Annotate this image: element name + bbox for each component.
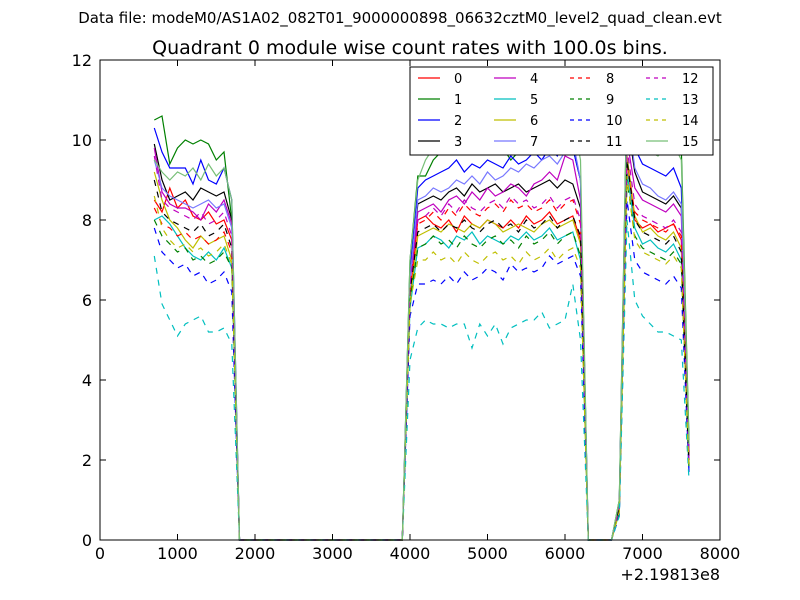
y-tick-label: 10 [72, 131, 92, 150]
chart-title: Quadrant 0 module wise count rates with … [152, 37, 668, 59]
x-tick-label: 1000 [157, 544, 198, 563]
x-tick-label: 0 [95, 544, 105, 563]
y-tick-label: 0 [82, 531, 92, 550]
legend-label-14: 14 [682, 114, 699, 129]
legend-label-12: 12 [682, 72, 699, 87]
x-tick-label: 4000 [390, 544, 431, 563]
plot-frame [99, 59, 721, 541]
legend-label-1: 1 [454, 93, 462, 108]
y-tick-label: 8 [82, 211, 92, 230]
legend-label-4: 4 [530, 72, 538, 87]
legend-label-6: 6 [530, 114, 538, 129]
y-tick-label: 4 [82, 371, 92, 390]
y-tick-label: 12 [72, 51, 92, 70]
series-line-14 [153, 175, 690, 541]
legend-label-10: 10 [606, 114, 623, 129]
x-tick-label: 5000 [467, 544, 508, 563]
x-tick-label: 3000 [312, 544, 353, 563]
series-line-13 [153, 219, 690, 541]
x-tick-label: 6000 [545, 544, 586, 563]
legend-label-3: 3 [454, 135, 462, 150]
legend-label-7: 7 [530, 135, 538, 150]
legend-label-0: 0 [454, 72, 462, 87]
x-offset-label: +2.19813e8 [620, 565, 720, 584]
legend-label-13: 13 [682, 93, 699, 108]
x-tick-label: 8000 [700, 544, 741, 563]
tick-layer: 0 1000 2000 3000 4000 5000 6000 7000 80000246810… [72, 51, 741, 563]
legend-label-8: 8 [606, 72, 614, 87]
series-line-15 [153, 91, 690, 541]
y-tick-label: 6 [82, 291, 92, 310]
legend-label-11: 11 [606, 135, 623, 150]
y-tick-label: 2 [82, 451, 92, 470]
suptitle: Data file: modeM0/AS1A02_082T01_90000008… [78, 9, 722, 28]
series-line-11 [153, 159, 690, 541]
legend-label-9: 9 [606, 93, 614, 108]
series-layer [153, 83, 690, 541]
x-tick-label: 2000 [235, 544, 276, 563]
x-tick-label: 7000 [622, 544, 663, 563]
series-line-9 [153, 179, 690, 541]
legend-label-2: 2 [454, 114, 462, 129]
legend-label-5: 5 [530, 93, 538, 108]
legend-label-15: 15 [682, 135, 699, 150]
legend-frame [409, 66, 714, 156]
